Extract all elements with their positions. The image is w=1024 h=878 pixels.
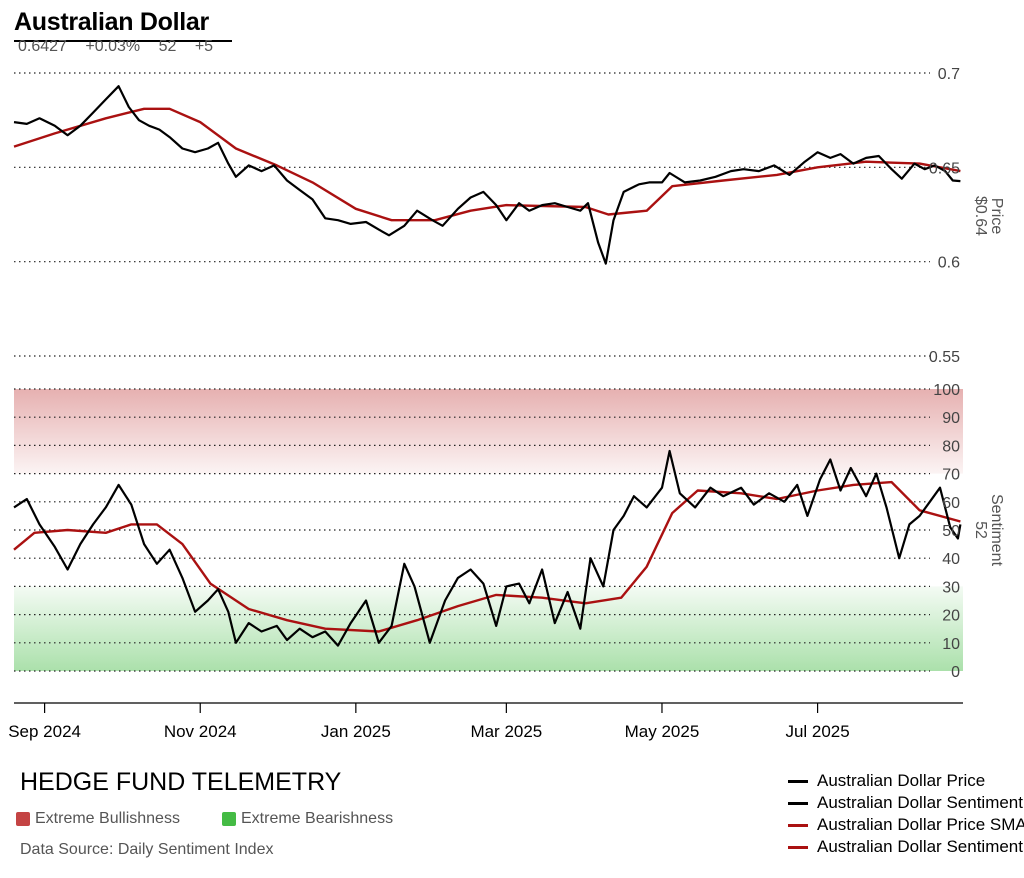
brand-name: HEDGE FUND TELEMETRY — [20, 768, 342, 796]
legend-label-sentiment-sma: Australian Dollar Sentiment SMA — [817, 837, 1024, 856]
sentiment-tick-label: 20 — [942, 608, 960, 625]
price-tick-label: 0.55 — [929, 349, 960, 366]
header-stats: 0.6427 +0.03% 52 +5 — [18, 38, 227, 56]
sentiment-tick-label: 40 — [942, 551, 960, 568]
legend-label-price: Australian Dollar Price — [817, 771, 986, 790]
sentiment-tick-label: 80 — [942, 438, 960, 455]
legend-swatch-price — [788, 779, 808, 783]
title-underline — [14, 40, 232, 42]
legend-label-sentiment: Australian Dollar Sentiment — [817, 793, 1023, 812]
data-source: Data Source: Daily Sentiment Index — [20, 841, 274, 858]
sentiment-tick-label: 30 — [942, 579, 960, 596]
chart-area: 0.55 0.6 0.65 0.7 0 10 20 30 40 50 60 70 80 90 100 Sep … — [8, 66, 1005, 741]
legend-item-price[interactable]: Australian Dollar Price — [788, 770, 1024, 792]
x-tick-label: Nov 2024 — [164, 722, 237, 741]
x-tick-label: Mar 2025 — [470, 722, 542, 741]
price-line — [13, 85, 961, 265]
legend-item-sentiment-sma[interactable]: Australian Dollar Sentiment SMA — [788, 836, 1024, 858]
chart-title: Australian Dollar — [14, 8, 209, 36]
bull-zone-swatch — [16, 812, 30, 826]
sentiment-axis-title: Sentiment — [988, 494, 1005, 567]
price-change: +0.03% — [85, 38, 141, 55]
price-axis-title: Price — [988, 198, 1005, 235]
x-tick-label: Jul 2025 — [785, 722, 849, 741]
price-tick-label: 0.7 — [938, 66, 960, 83]
legend-item-sentiment[interactable]: Australian Dollar Sentiment — [788, 792, 1024, 814]
sentiment-tick-label: 100 — [933, 382, 960, 399]
bull-zone-legend: Extreme Bullishness — [16, 810, 180, 828]
bear-zone-label: Extreme Bearishness — [241, 810, 394, 827]
price-sma-line — [13, 107, 961, 222]
price-tick-label: 0.6 — [938, 255, 960, 272]
bull-zone-label: Extreme Bullishness — [35, 810, 180, 827]
x-tick-label: Jan 2025 — [321, 722, 391, 741]
x-tick-label: May 2025 — [625, 722, 700, 741]
bear-zone-swatch — [222, 812, 236, 826]
price-tick-label: 0.65 — [929, 160, 960, 177]
bull-zone-band — [14, 389, 963, 474]
sentiment-tick-label: 90 — [942, 410, 960, 427]
series-legend: Australian Dollar Price Australian Dolla… — [788, 770, 1024, 858]
sentiment-tick-label: 10 — [942, 636, 960, 653]
sentiment-value: 52 — [158, 38, 177, 55]
bear-zone-legend: Extreme Bearishness — [222, 810, 393, 828]
last-price: 0.6427 — [18, 38, 67, 55]
legend-swatch-sentiment-sma — [788, 845, 808, 849]
sentiment-tick-label: 60 — [942, 495, 960, 512]
legend-label-price-sma: Australian Dollar Price SMA — [817, 815, 1024, 834]
sentiment-axis-value: 52 — [972, 521, 989, 539]
sentiment-change: +5 — [194, 38, 214, 55]
x-tick-label: Sep 2024 — [8, 722, 81, 741]
sentiment-tick-label: 50 — [942, 523, 960, 540]
price-axis-value: $0.64 — [972, 196, 989, 236]
sentiment-tick-label: 70 — [942, 467, 960, 484]
sentiment-sma-line — [13, 480, 961, 633]
legend-item-price-sma[interactable]: Australian Dollar Price SMA — [788, 814, 1024, 836]
legend-swatch-sentiment — [788, 801, 808, 805]
legend-swatch-price-sma — [788, 823, 808, 827]
sentiment-tick-label: 0 — [951, 664, 960, 681]
sentiment-line — [13, 449, 962, 647]
